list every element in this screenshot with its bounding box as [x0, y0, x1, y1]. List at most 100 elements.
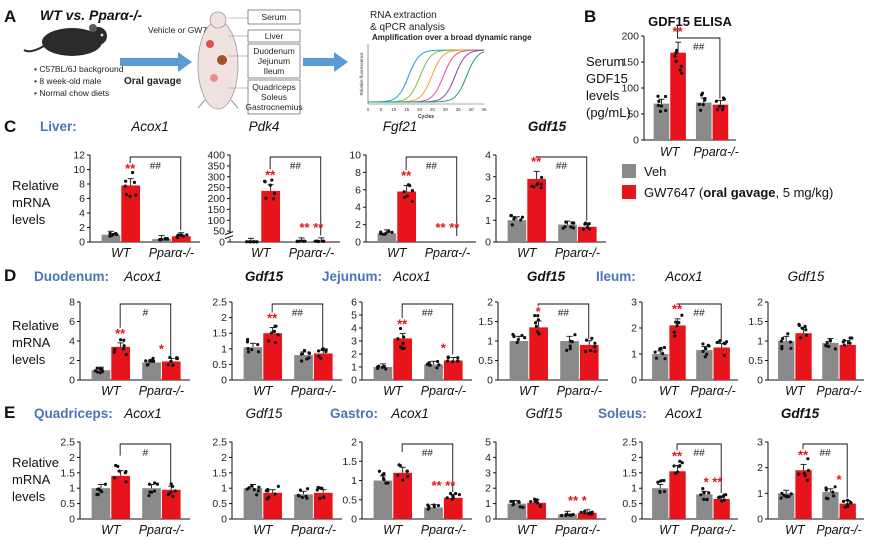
bar-gw: [795, 333, 812, 380]
y-tick-label: 1: [221, 483, 227, 495]
data-point: [659, 346, 663, 350]
ylabel-line: mRNA: [12, 195, 51, 210]
data-point: [320, 347, 324, 352]
significance-star: *: [837, 472, 843, 487]
y-tick-label: 0.5: [212, 359, 227, 371]
bar-veh: [507, 220, 527, 242]
data-point: [536, 318, 541, 322]
group-label: WT: [383, 384, 404, 398]
bar-gw: [577, 226, 597, 242]
significance-bracket: [271, 303, 324, 348]
data-point: [579, 510, 583, 514]
data-point: [396, 473, 400, 477]
data-point: [590, 510, 594, 514]
data-point: [782, 493, 786, 498]
data-point: [570, 221, 574, 225]
mouse-note: • 8 week-old male: [34, 76, 102, 86]
significance-bracket: [802, 443, 848, 498]
hash-mark: #: [143, 308, 149, 319]
significance-star: *: [536, 304, 542, 319]
data-point: [702, 497, 706, 501]
data-point: [454, 491, 458, 496]
data-point: [825, 340, 829, 345]
route-text: Oral gavage: [124, 76, 182, 87]
data-point: [272, 329, 277, 333]
y-tick-label: 0: [79, 237, 85, 249]
data-point: [456, 356, 460, 360]
chart-C3: Fgf21 0 2 4 6 8 10 WT Pparα-/- ## ** ** **: [349, 119, 476, 260]
data-point: [702, 491, 706, 495]
y-tick-label: 300: [207, 171, 225, 183]
data-point: [846, 504, 850, 508]
data-point: [402, 195, 406, 200]
data-point: [262, 179, 267, 183]
y-tick-label: 2: [69, 452, 75, 464]
data-point: [173, 489, 177, 493]
bar-veh: [294, 494, 313, 519]
data-point: [843, 505, 847, 509]
qpcr-curve: [368, 51, 485, 103]
bar-veh: [652, 488, 669, 519]
y-tick-label: 0.5: [478, 355, 493, 367]
data-point: [446, 355, 450, 359]
data-point: [539, 182, 543, 186]
data-point: [401, 478, 405, 482]
significance-star: **: [672, 448, 683, 463]
group-label: Pparα-/-: [690, 523, 735, 537]
data-point: [179, 233, 184, 237]
y-tick-label: 2: [221, 312, 227, 324]
data-point: [568, 344, 572, 348]
ylabel-line: levels: [12, 212, 46, 227]
ylabel-line: mRNA: [12, 472, 51, 487]
significance-star: ** **: [431, 478, 456, 493]
data-point: [152, 359, 156, 363]
data-point: [318, 496, 322, 501]
data-point: [170, 484, 175, 488]
data-point: [509, 499, 513, 504]
qpcr-y-label: Relative fluorescence: [359, 52, 364, 96]
y-tick-label: 0.5: [60, 498, 75, 510]
bar-gw: [713, 347, 730, 380]
data-point: [654, 356, 659, 360]
group-label: Pparα-/-: [557, 384, 602, 398]
chart-title: Acox1: [130, 119, 169, 134]
data-point: [521, 505, 525, 509]
y-tick-label: 6: [69, 316, 75, 328]
bar-veh: [696, 494, 713, 519]
group-label: Pparα-/-: [555, 246, 600, 260]
hash-mark: ##: [694, 308, 706, 319]
data-point: [675, 48, 679, 52]
data-point: [296, 493, 300, 497]
qpcr-tick-label: 35: [456, 107, 462, 112]
data-point: [699, 493, 703, 497]
y-tick-label: 8: [355, 167, 361, 179]
data-point: [379, 231, 383, 236]
data-point: [256, 343, 260, 347]
tissue-label-ileum: Ileum:: [596, 269, 636, 284]
data-point: [720, 499, 724, 503]
y-tick-label: 10: [73, 164, 85, 176]
data-point: [111, 232, 115, 237]
chart-title: Acox1: [123, 269, 162, 284]
data-point: [147, 493, 151, 498]
data-point: [271, 197, 276, 201]
bar-veh: [294, 355, 313, 380]
bar-gw: [713, 498, 730, 519]
data-point: [98, 367, 102, 371]
data-point: [152, 489, 157, 493]
data-point: [122, 344, 126, 348]
significance-bracket: [676, 443, 722, 493]
y-tick-label: 3: [351, 336, 357, 348]
data-point: [679, 64, 683, 68]
group-label: Pparα-/-: [291, 523, 336, 537]
data-point: [95, 493, 99, 497]
tissue-duodenum: Duodenum: [253, 46, 295, 56]
hash-mark: ##: [820, 448, 832, 459]
data-point: [401, 341, 405, 346]
ylabel-line: levels: [12, 352, 46, 367]
data-point: [158, 238, 162, 242]
data-point: [273, 492, 277, 496]
data-point: [715, 340, 719, 345]
y-tick-label: 4: [69, 336, 75, 348]
